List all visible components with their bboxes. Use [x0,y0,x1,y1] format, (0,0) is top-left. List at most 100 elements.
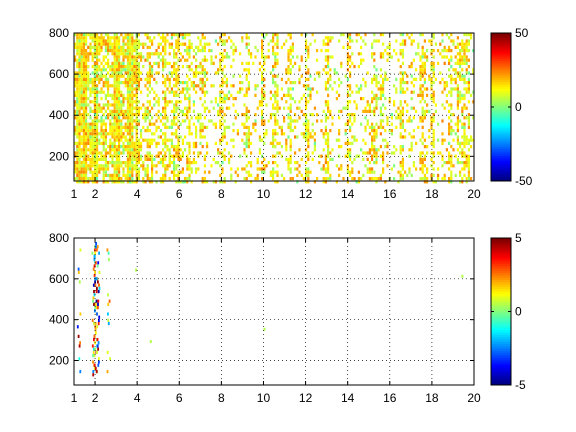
heatmap-cell [412,129,415,133]
heatmap-cell [274,122,277,126]
heatmap-cell [96,74,99,78]
y-tick-label: 400 [49,313,69,327]
heatmap-cell [164,151,167,155]
heatmap-cell [459,97,462,101]
heatmap-cell [269,39,272,43]
heatmap-cell [456,93,459,97]
heatmap-cell [386,52,389,56]
heatmap-cell [311,87,314,91]
heatmap-cell [74,132,77,136]
heatmap-cell [305,170,308,174]
heatmap-cell [404,39,407,43]
heatmap-cell [232,74,235,78]
heatmap-cell [379,173,382,177]
heatmap-cell [465,55,468,59]
heatmap-cell [184,113,187,117]
heatmap-cell [131,97,134,101]
heatmap-cell [410,148,413,152]
heatmap-cell [448,151,451,155]
heatmap-cell [181,138,184,142]
heatmap-cell [137,119,140,123]
heatmap-cell [89,145,92,149]
heatmap-cell [151,68,154,72]
heatmap-cell [98,251,100,255]
heatmap-cell [195,90,198,94]
heatmap-cell [432,119,435,123]
heatmap-cell [219,52,222,56]
heatmap-cell [142,45,145,49]
heatmap-cell [393,145,396,149]
heatmap-cell [302,132,305,136]
heatmap-cell [461,74,464,78]
heatmap-cell [298,100,301,104]
heatmap-cell [379,177,382,181]
y-tick-label: 600 [49,272,69,286]
heatmap-cell [148,90,151,94]
heatmap-cell [327,161,330,165]
heatmap-cell [188,33,191,37]
heatmap-cell [201,145,204,149]
heatmap-cell [111,103,114,107]
heatmap-cell [137,106,140,110]
heatmap-cell [102,58,105,62]
heatmap-cell [131,45,134,49]
heatmap-cell [164,81,167,85]
heatmap-cell [74,113,77,117]
heatmap-cell [93,65,96,69]
heatmap-cell [85,74,88,78]
heatmap-cell [155,119,158,123]
heatmap-cell [162,55,165,59]
heatmap-cell [439,151,442,155]
heatmap-cell [287,135,290,139]
colorbar-segment [491,178,511,182]
heatmap-cell [78,58,81,62]
heatmap-cell [406,33,409,37]
heatmap-cell [219,122,222,126]
heatmap-cell [107,322,110,326]
heatmap-cell [78,154,81,158]
heatmap-cell [140,135,143,139]
heatmap-cell [173,65,176,69]
heatmap-cell [85,167,88,171]
heatmap-cell [419,68,422,72]
heatmap-cell [120,33,123,37]
heatmap-cell [148,68,151,72]
heatmap-cell [137,138,140,142]
heatmap-cell [175,145,178,149]
heatmap-cell [419,119,422,123]
heatmap-cell [102,170,105,174]
heatmap-cell [221,71,224,75]
heatmap-cell [85,129,88,133]
heatmap-cell [142,161,145,165]
heatmap-cell [107,65,110,69]
heatmap-cell [168,61,171,65]
heatmap-cell [428,135,431,139]
heatmap-cell [208,119,211,123]
heatmap-cell [133,39,136,43]
heatmap-cell [327,167,330,171]
heatmap-cell [126,148,129,152]
heatmap-cell [454,71,457,75]
heatmap-cell [76,39,79,43]
heatmap-cell [459,58,462,62]
heatmap-cell [195,68,198,72]
heatmap-cell [208,42,211,46]
heatmap-cell [146,167,149,171]
heatmap-cell [113,97,116,101]
heatmap-cell [135,122,138,126]
heatmap-cell [415,141,418,145]
heatmap-cell [212,180,215,184]
heatmap-cell [221,106,224,110]
heatmap-cell [131,119,134,123]
heatmap-cell [265,132,268,136]
heatmap-cell [406,109,409,113]
heatmap-cell [197,84,200,88]
heatmap-cell [135,109,138,113]
heatmap-cell [287,106,290,110]
heatmap-cell [448,61,451,65]
heatmap-cell [82,33,85,37]
heatmap-cell [371,42,374,46]
heatmap-cell [470,33,473,37]
heatmap-cell [166,138,169,142]
heatmap-cell [100,74,103,78]
